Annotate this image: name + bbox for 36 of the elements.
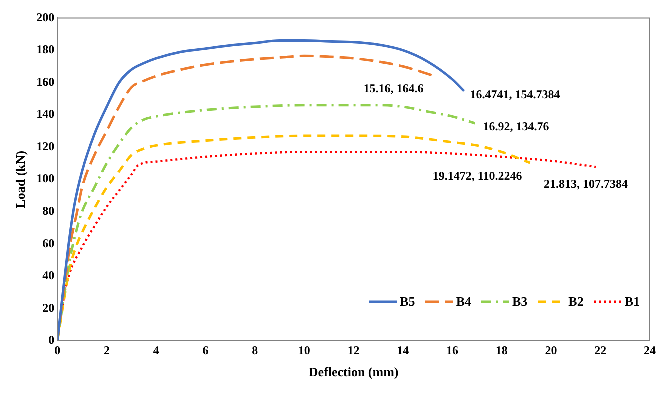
line-series <box>58 104 476 341</box>
x-tick-label: 12 <box>348 343 360 358</box>
y-tick-label: 140 <box>36 107 55 122</box>
y-tick-label: 120 <box>36 139 55 154</box>
x-tick-label: 10 <box>298 343 310 358</box>
x-tick-label: 6 <box>202 343 209 358</box>
annotation: 16.92, 134.76 <box>483 120 550 134</box>
x-tick-label: 18 <box>496 343 508 358</box>
x-tick-label: 2 <box>104 343 110 358</box>
legend-label: B3 <box>512 294 528 310</box>
y-tick-label: 0 <box>48 333 55 348</box>
legend-label: B1 <box>624 294 640 310</box>
x-tick-label: 20 <box>545 343 558 358</box>
y-tick-label: 180 <box>36 42 55 57</box>
annotation: 16.4741, 154.7384 <box>470 87 560 102</box>
y-tick-label: 20 <box>42 300 55 315</box>
y-tick-label: 160 <box>36 74 55 89</box>
y-axis-title: Load (kN) <box>13 150 28 208</box>
y-tick-label: 100 <box>36 172 55 186</box>
legend-label: B2 <box>568 294 584 310</box>
annotation: 19.1472, 110.2246 <box>432 169 522 184</box>
y-tick-label: 40 <box>42 268 55 283</box>
x-tick-label: 22 <box>594 343 607 358</box>
x-tick-label: 4 <box>153 343 160 358</box>
y-tick-label: 200 <box>36 10 55 24</box>
y-tick-label: 60 <box>42 236 55 250</box>
x-tick-label: 14 <box>397 343 410 358</box>
annotation: 15.16, 164.6 <box>364 81 424 96</box>
legend-label: B5 <box>400 294 416 310</box>
annotation: 21.813, 107.7384 <box>544 177 628 192</box>
x-axis-title: Deflection (mm) <box>308 364 399 380</box>
x-tick-label: 8 <box>252 343 258 358</box>
x-tick-label: 16 <box>446 343 459 358</box>
x-tick-label: 24 <box>644 343 656 358</box>
legend-label: B4 <box>456 294 472 310</box>
y-tick-label: 80 <box>42 204 55 218</box>
